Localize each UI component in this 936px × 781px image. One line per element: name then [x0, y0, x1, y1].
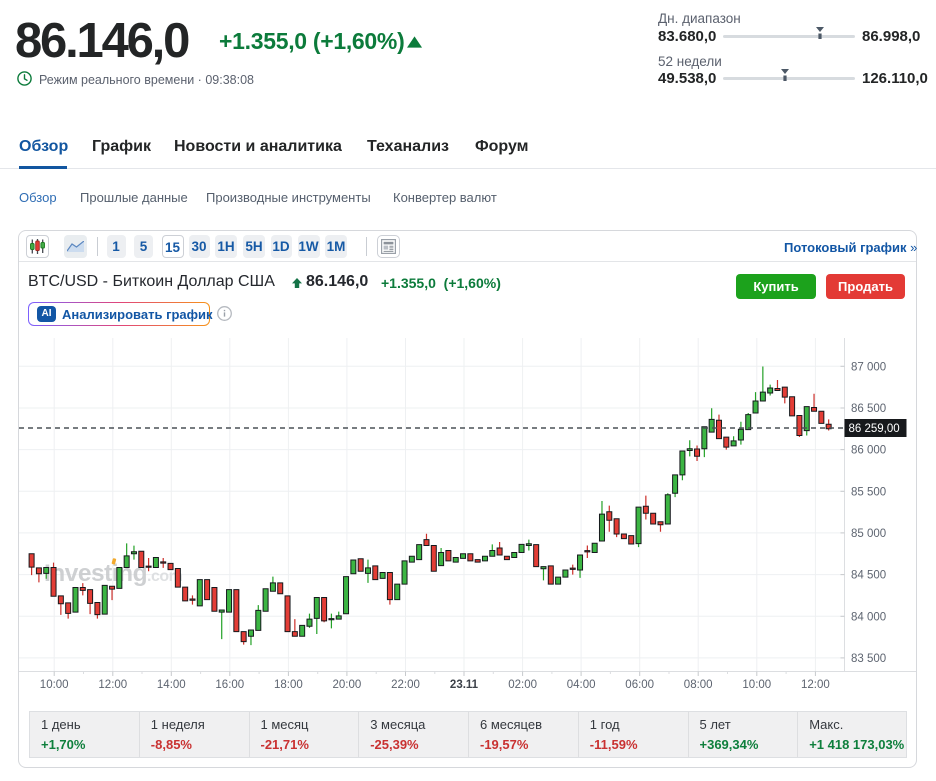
svg-text:85 500: 85 500	[851, 486, 886, 498]
svg-text:12:00: 12:00	[801, 679, 830, 691]
svg-text:84 000: 84 000	[851, 611, 886, 623]
svg-text:08:00: 08:00	[684, 679, 713, 691]
svg-text:22:00: 22:00	[391, 679, 420, 691]
svg-text:02:00: 02:00	[508, 679, 537, 691]
svg-text:23.11: 23.11	[450, 679, 479, 691]
svg-text:20:00: 20:00	[333, 679, 362, 691]
svg-text:86 500: 86 500	[851, 403, 886, 415]
svg-text:16:00: 16:00	[215, 679, 244, 691]
svg-text:06:00: 06:00	[625, 679, 654, 691]
svg-text:10:00: 10:00	[742, 679, 771, 691]
svg-text:18:00: 18:00	[274, 679, 303, 691]
svg-text:83 500: 83 500	[851, 653, 886, 665]
svg-text:87 000: 87 000	[851, 361, 886, 373]
svg-text:85 000: 85 000	[851, 528, 886, 540]
svg-text:86 000: 86 000	[851, 445, 886, 457]
svg-text:12:00: 12:00	[98, 679, 127, 691]
svg-text:84 500: 84 500	[851, 570, 886, 582]
svg-text:86 259,00: 86 259,00	[849, 423, 900, 435]
svg-text:10:00: 10:00	[40, 679, 69, 691]
svg-text:04:00: 04:00	[567, 679, 596, 691]
svg-text:14:00: 14:00	[157, 679, 186, 691]
